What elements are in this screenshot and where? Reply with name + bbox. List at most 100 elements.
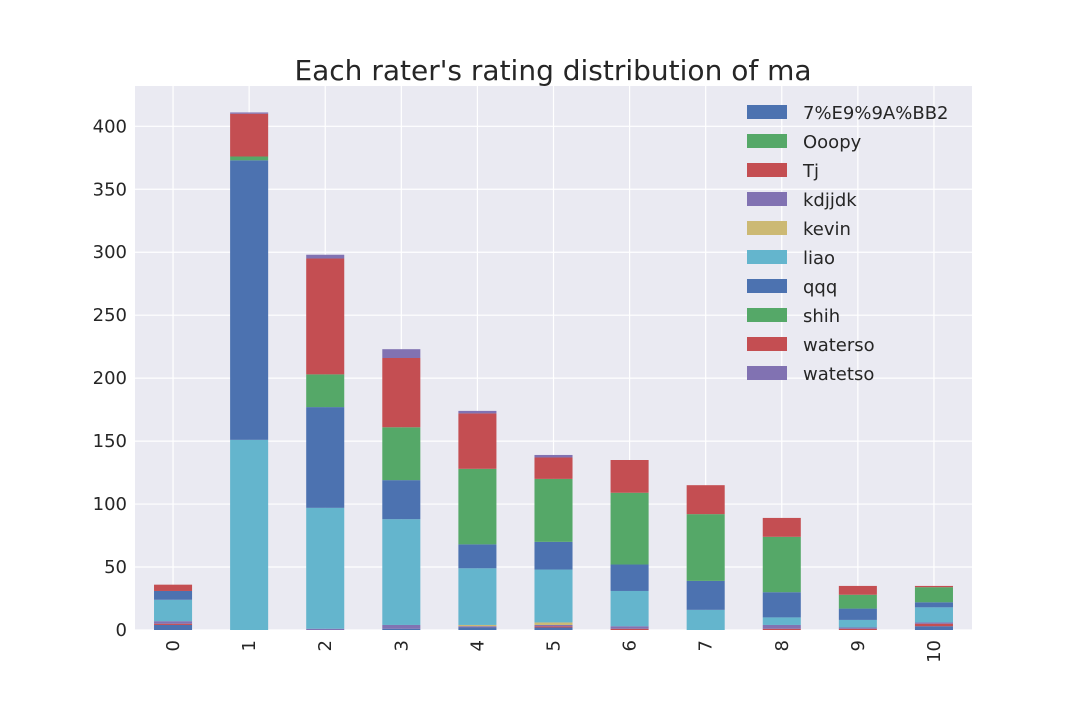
bar-segment	[686, 580, 725, 610]
legend-swatch	[747, 192, 787, 206]
bar-segment	[686, 485, 725, 515]
bar-segment	[458, 468, 497, 545]
bar-segment	[838, 585, 877, 595]
y-tick-label: 350	[93, 179, 127, 200]
y-tick-label: 400	[93, 116, 127, 137]
bar-segment	[230, 112, 269, 114]
y-tick-label: 150	[93, 431, 127, 452]
bar-segment	[914, 623, 953, 627]
bar-segment	[914, 587, 953, 603]
bar-segment	[382, 480, 421, 520]
bar-segment	[458, 410, 497, 414]
bar-segment	[458, 626, 497, 628]
bar-segment	[610, 590, 649, 627]
x-tick-label: 0	[163, 640, 184, 651]
legend-label: qqq	[803, 277, 837, 298]
x-tick-label: 8	[772, 640, 793, 651]
bar-segment	[458, 627, 497, 630]
bar-segment	[382, 519, 421, 625]
bar-segment	[838, 594, 877, 609]
y-tick-label: 100	[93, 494, 127, 515]
y-tick-label: 0	[116, 620, 127, 641]
bar-segment	[610, 564, 649, 591]
x-tick-label: 3	[391, 640, 412, 651]
bar-segment	[914, 607, 953, 623]
bar-segment	[458, 413, 497, 469]
bar-segment	[230, 113, 269, 157]
bar-segment	[534, 624, 573, 627]
legend-swatch	[747, 279, 787, 293]
legend-label: shih	[803, 306, 840, 327]
x-tick-label: 4	[467, 640, 488, 651]
bar-segment	[762, 517, 801, 537]
bar-segment	[534, 478, 573, 542]
legend-swatch	[747, 308, 787, 322]
bar-segment	[838, 628, 877, 630]
bar-segment	[914, 585, 953, 588]
x-tick-label: 7	[696, 640, 717, 651]
x-tick-label: 6	[620, 640, 641, 651]
axis-ticks: 0 50 100 150 200 250 300 350 400 0 1 2 3 4 5 6 7 8 9 10	[93, 116, 945, 663]
bar-segment	[610, 628, 649, 630]
legend-label: Tj	[802, 161, 819, 182]
bar-segment	[154, 584, 193, 591]
chart-title: Each rater's rating distribution of ma	[294, 54, 811, 87]
bar-segment	[154, 590, 193, 600]
bar-segment	[382, 427, 421, 481]
bar-segment	[534, 541, 573, 570]
y-tick-label: 200	[93, 368, 127, 389]
bar-segment	[230, 160, 269, 440]
bar-segment	[610, 492, 649, 565]
legend-swatch	[747, 366, 787, 380]
y-tick-label: 300	[93, 242, 127, 263]
bar-segment	[306, 254, 345, 259]
bar-segment	[458, 544, 497, 569]
y-tick-label: 50	[104, 557, 127, 578]
x-tick-label: 2	[315, 640, 336, 651]
legend-label: kevin	[803, 219, 851, 240]
bar-segment	[382, 349, 421, 358]
bars	[154, 112, 953, 630]
legend-label: kdjjdk	[803, 190, 857, 211]
bar-segment	[838, 619, 877, 628]
bar-segment	[534, 627, 573, 630]
x-tick-label: 1	[239, 640, 260, 651]
bar-segment	[154, 624, 193, 630]
legend-label: watetso	[803, 364, 874, 385]
bar-segment	[230, 156, 269, 161]
bar-segment	[154, 599, 193, 622]
legend-swatch	[747, 134, 787, 148]
bar-segment	[914, 602, 953, 608]
bar-segment	[534, 626, 573, 628]
bar-segment	[762, 624, 801, 629]
bar-segment	[914, 622, 953, 624]
bar-segment	[762, 592, 801, 618]
bar-segment	[458, 568, 497, 625]
bar-segment	[838, 627, 877, 629]
bar-segment	[154, 623, 193, 625]
legend-swatch	[747, 221, 787, 235]
bar-segment	[382, 628, 421, 630]
bar-segment	[382, 358, 421, 428]
y-tick-label: 250	[93, 305, 127, 326]
bar-segment	[914, 626, 953, 630]
bar-segment	[534, 622, 573, 625]
bar-segment	[306, 374, 345, 408]
bar-segment	[686, 514, 725, 581]
legend-swatch	[747, 250, 787, 264]
bar-segment	[306, 258, 345, 375]
legend-label: Ooopy	[803, 132, 862, 153]
legend-swatch	[747, 105, 787, 119]
legend-swatch	[747, 163, 787, 177]
bar-segment	[306, 628, 345, 630]
bar-segment	[610, 626, 649, 629]
bar-segment	[382, 624, 421, 629]
bar-segment	[762, 536, 801, 593]
legend-label: liao	[803, 248, 835, 269]
bar-segment	[838, 608, 877, 620]
x-tick-label: 5	[544, 640, 565, 651]
bar-segment	[534, 454, 573, 458]
legend: 7%E9%9A%BB2 Ooopy Tj kdjjdk kevin liao qqq shih…	[747, 103, 949, 385]
